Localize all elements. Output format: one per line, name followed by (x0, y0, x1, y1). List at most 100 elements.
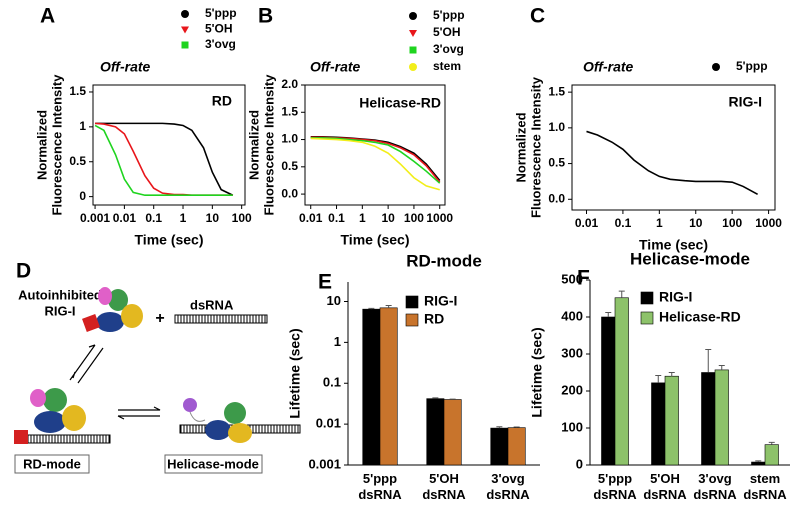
legend-marker (181, 26, 189, 34)
x-tick-label: 0.01 (575, 216, 599, 230)
bar (426, 398, 445, 466)
x-tick-label: 0.1 (328, 211, 345, 225)
x-tick-label: 0.001 (80, 211, 110, 225)
y-axis-label: Normalized (513, 112, 528, 182)
y-tick-label: 10 (327, 293, 341, 308)
legend-label: 3'ovg (433, 42, 464, 56)
x-tick-label: stem dsRNA (743, 471, 787, 502)
x-tick-label: 5'ppp dsRNA (358, 471, 402, 502)
error-bar (496, 426, 503, 429)
curve (310, 136, 441, 181)
legend-label: RD (424, 311, 444, 327)
legend-label: RIG-I (659, 289, 692, 305)
error-bar (655, 374, 662, 383)
mode-box (14, 454, 90, 474)
plot-frame (92, 84, 246, 206)
bar (490, 427, 509, 466)
x-tick-label: 0.01 (299, 211, 323, 225)
x-tick-label: 1 (359, 211, 366, 225)
bar (443, 399, 462, 466)
bar (507, 427, 526, 466)
error-bar (368, 307, 375, 310)
x-tick-label: 100 (404, 211, 424, 225)
legend-label: 5'ppp (433, 8, 465, 22)
x-tick-label: 10 (206, 211, 220, 225)
inner-label: Helicase-RD (359, 95, 441, 111)
bar (701, 372, 716, 466)
y-tick-label: 0.5 (281, 159, 298, 173)
diagram-label: Helicase-mode (167, 456, 259, 471)
bar (651, 382, 666, 466)
arrows (69, 344, 161, 420)
y-axis-label: Fluorescence Intensity (49, 74, 64, 216)
bar (664, 375, 679, 466)
legend-label: stem (433, 59, 461, 73)
legend-marker (409, 46, 417, 54)
y-axis-label: Normalized (246, 110, 261, 180)
y-axis-label: Normalized (34, 110, 49, 180)
diagram-label: dsRNA (190, 297, 234, 312)
y-tick-label: 0.0 (281, 186, 298, 200)
x-tick-label: 1 (656, 216, 663, 230)
y-tick-label: 500 (561, 271, 583, 286)
error-bar (718, 364, 725, 370)
inner-label: RD (212, 93, 232, 109)
dsrna (174, 314, 268, 324)
legend-marker (409, 63, 417, 71)
annotation: Off-rate (583, 59, 634, 75)
x-axis-label: Time (sec) (135, 232, 204, 248)
x-tick-label: 5'OH dsRNA (643, 471, 687, 502)
error-bar (513, 426, 520, 428)
curve (586, 130, 759, 195)
diagram: D Autoinhibited RIG-I + dsRNA RD-mode (14, 260, 301, 474)
x-axis-label: Time (sec) (341, 232, 410, 248)
curve (310, 137, 441, 184)
error-bar (618, 290, 625, 298)
curve (94, 124, 233, 197)
legend-label: 5'ppp (205, 6, 237, 20)
legend-label: Helicase-RD (659, 309, 741, 325)
legend-label: 5'ppp (736, 59, 768, 73)
legend-swatch (405, 313, 419, 327)
error-bar (755, 460, 762, 463)
y-tick-label: 0 (79, 189, 86, 203)
y-axis-label: Fluorescence Intensity (261, 74, 276, 216)
bar (764, 444, 779, 466)
y-tick-label: 100 (561, 419, 583, 434)
y-tick-label: 1.5 (281, 104, 298, 118)
x-tick-label: 5'OH dsRNA (422, 471, 466, 502)
diagram-label: RD-mode (23, 456, 81, 471)
y-tick-label: 1.0 (548, 120, 565, 134)
curve (310, 136, 441, 183)
diagram-label: RIG-I (44, 303, 75, 318)
protein-autoinhibited (82, 287, 143, 332)
x-axis-label: Time (sec) (639, 237, 708, 253)
x-tick-label: 0.01 (113, 211, 137, 225)
error-bar (605, 312, 612, 317)
x-tick-label: 5'ppp dsRNA (593, 471, 637, 502)
y-tick-label: 1.5 (548, 84, 565, 98)
annotation: Off-rate (310, 59, 361, 75)
curve (95, 122, 234, 196)
protein-helicase-mode (179, 398, 301, 443)
y-tick-label: 400 (561, 308, 583, 323)
diagram-label: + (155, 310, 164, 327)
panel-label: E (318, 271, 332, 294)
y-tick-label: 1 (79, 119, 86, 133)
bar (714, 369, 729, 466)
x-tick-label: 3'ovg dsRNA (693, 471, 737, 502)
panel-label: C (530, 5, 545, 28)
panel-label: D (16, 260, 31, 283)
x-tick-label: 0.1 (145, 211, 162, 225)
plot-frame (571, 84, 776, 211)
y-tick-label: 1 (334, 334, 341, 349)
inner-label: RIG-I (729, 94, 762, 110)
y-axis-label: Fluorescence Intensity (528, 76, 543, 218)
y-tick-label: 0.001 (308, 456, 341, 471)
legend-marker (409, 12, 417, 20)
error-bar (385, 304, 392, 308)
chart-title: RD-mode (406, 251, 482, 270)
x-tick-label: 1000 (426, 211, 453, 225)
